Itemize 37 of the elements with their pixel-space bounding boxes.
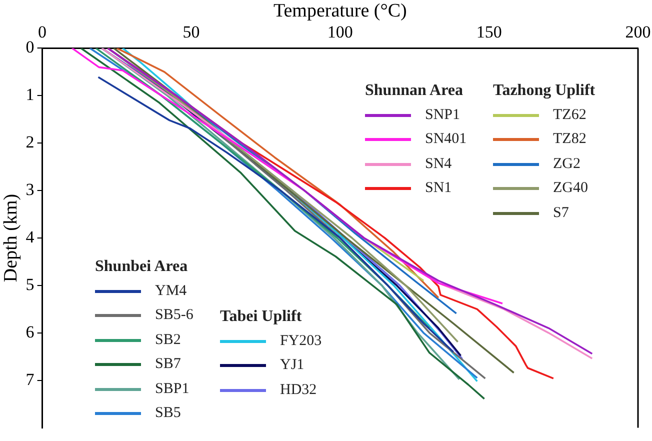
legend-label: SB7: [155, 356, 181, 374]
annotation: Shunbei Area: [95, 258, 189, 276]
legend-label: TZ82: [553, 131, 586, 148]
legend-label: ZG2: [553, 156, 580, 173]
y-tick-label: 1: [26, 85, 34, 104]
y-tick-label: 7: [26, 370, 35, 389]
annotation: Shunnan Area: [365, 82, 464, 100]
legend-label: ZG40: [553, 180, 588, 198]
y-tick-label: 4: [26, 227, 35, 246]
y-axis-title: Depth (km): [0, 194, 22, 282]
y-tick-label: 0: [26, 38, 34, 57]
legend-label: SB2: [155, 332, 181, 349]
legend-label: SNP1: [425, 106, 460, 124]
annotation: Tazhong Uplift: [493, 82, 596, 100]
annotation: Tabei Uplift: [220, 308, 303, 326]
legend-label: SBP1: [155, 380, 190, 398]
legend-label: SN401: [425, 131, 467, 148]
legend-label: HD32: [280, 382, 317, 399]
legend-label: SB5-6: [155, 307, 194, 324]
legend-label: SB5: [155, 405, 181, 422]
y-tick-label: 5: [26, 274, 34, 294]
legend-label: TZ62: [553, 106, 586, 124]
x-tick-label: 100: [327, 22, 353, 42]
legend-label: YM4: [155, 282, 187, 300]
legend-label: YJ1: [280, 357, 304, 374]
legend-label: S7: [553, 204, 569, 222]
legend-label: FY203: [280, 332, 322, 350]
x-axis-title: Temperature (°C): [273, 0, 407, 22]
legend-label: SN4: [425, 156, 452, 173]
x-tick-label: 150: [476, 22, 502, 42]
y-tick-label: 6: [26, 322, 34, 342]
x-tick-label: 0: [38, 22, 47, 42]
y-tick-label: 2: [26, 132, 34, 152]
x-tick-label: 200: [625, 22, 651, 42]
x-tick-label: 50: [182, 22, 200, 42]
y-tick-label: 3: [26, 180, 34, 200]
legend-label: SN1: [425, 180, 452, 198]
